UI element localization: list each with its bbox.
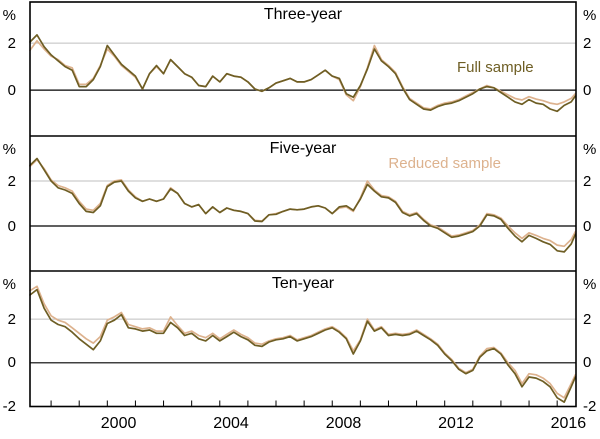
- series-line-full: [29, 157, 577, 253]
- plot-border: [29, 1, 577, 408]
- series-line-full: [29, 34, 577, 113]
- series-line-full: [29, 288, 577, 403]
- series-line-reduced: [29, 285, 577, 399]
- series-line-reduced: [29, 158, 577, 248]
